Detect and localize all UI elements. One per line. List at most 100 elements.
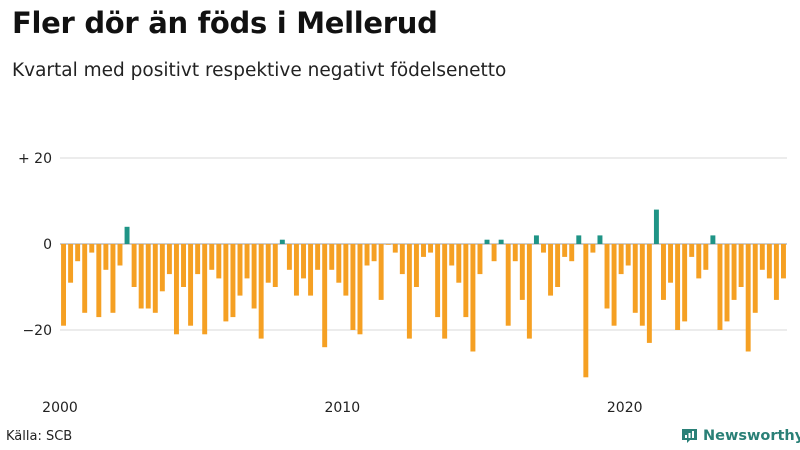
x-tick-label: 2010 — [324, 400, 360, 416]
bar — [470, 244, 476, 352]
bar — [159, 244, 165, 292]
brand-name: Newsworthy — [703, 427, 800, 444]
bar — [738, 244, 744, 287]
bar — [703, 244, 709, 270]
bar-chart: + 20 0 −20 2000 2010 2020 — [18, 151, 787, 416]
bar — [576, 235, 582, 244]
bar — [766, 244, 772, 279]
bar — [752, 244, 758, 313]
bar — [96, 244, 102, 318]
bar — [717, 244, 723, 330]
bar — [138, 244, 144, 309]
bar — [477, 244, 483, 275]
y-tick-label: 0 — [43, 237, 52, 253]
bar — [195, 244, 201, 275]
bar — [505, 244, 511, 326]
bar — [759, 244, 765, 270]
bar — [293, 244, 299, 296]
bar — [731, 244, 737, 300]
bar — [413, 244, 419, 287]
bar — [548, 244, 554, 296]
bar — [357, 244, 363, 335]
bar — [442, 244, 448, 339]
bar — [583, 244, 589, 378]
bar — [682, 244, 688, 322]
bar — [364, 244, 370, 266]
bar — [498, 239, 504, 244]
bar — [526, 244, 532, 339]
bar — [124, 226, 130, 244]
bar — [541, 244, 546, 253]
bar — [512, 244, 518, 262]
bar — [378, 244, 384, 300]
bar — [406, 244, 412, 339]
bar — [152, 244, 158, 313]
bar — [456, 244, 462, 283]
source-note: Källa: SCB — [6, 429, 73, 444]
bar — [75, 244, 81, 262]
x-tick-label: 2020 — [607, 400, 643, 416]
bar — [646, 244, 652, 343]
chart-title: Fler dör än föds i Mellerud — [12, 6, 438, 40]
bar — [639, 244, 645, 326]
bar — [597, 235, 603, 244]
bar — [223, 244, 229, 322]
bar — [68, 244, 74, 283]
bar — [392, 244, 398, 253]
bar — [343, 244, 349, 296]
brand-logo: Newsworthy — [681, 427, 800, 444]
bar — [668, 244, 674, 283]
bar — [653, 209, 659, 244]
bar — [491, 244, 497, 262]
bar — [181, 244, 186, 287]
bar — [533, 235, 539, 244]
bar — [315, 244, 321, 270]
bar — [696, 244, 702, 279]
bar — [590, 244, 596, 253]
bar — [421, 244, 426, 257]
bar — [710, 235, 716, 244]
bar — [689, 244, 695, 257]
bar — [173, 244, 179, 335]
bar — [661, 244, 666, 300]
bar — [463, 244, 469, 318]
bar — [555, 244, 561, 287]
bar — [82, 244, 88, 313]
bar — [110, 244, 116, 313]
bar — [272, 244, 278, 287]
bar — [251, 244, 257, 309]
bar — [209, 244, 215, 270]
bar — [385, 244, 391, 245]
bar — [258, 244, 264, 339]
bar — [604, 244, 610, 309]
bar — [562, 244, 568, 257]
y-tick-label: −20 — [22, 323, 52, 339]
bar — [773, 244, 779, 300]
bar — [336, 244, 342, 283]
x-tick-label: 2000 — [42, 400, 78, 416]
bar — [350, 244, 356, 330]
bar — [286, 244, 292, 270]
bar — [117, 244, 123, 266]
bar — [435, 244, 441, 318]
bar — [618, 244, 624, 275]
bar — [632, 244, 638, 313]
bar — [216, 244, 222, 279]
y-tick-label: + 20 — [18, 151, 52, 167]
newsworthy-logo-icon — [682, 429, 697, 443]
bar — [202, 244, 208, 335]
bar — [675, 244, 681, 330]
bar-layer — [61, 209, 786, 378]
bar — [371, 244, 377, 262]
bar — [244, 244, 250, 279]
bar — [89, 244, 95, 253]
bar — [145, 244, 151, 309]
bar — [449, 244, 455, 266]
bar — [279, 239, 285, 244]
bar — [399, 244, 405, 275]
bar — [519, 244, 525, 300]
chart-subtitle: Kvartal med positivt respektive negativt… — [12, 60, 507, 81]
bar — [61, 244, 66, 326]
bar — [611, 244, 617, 326]
bar — [166, 244, 172, 275]
